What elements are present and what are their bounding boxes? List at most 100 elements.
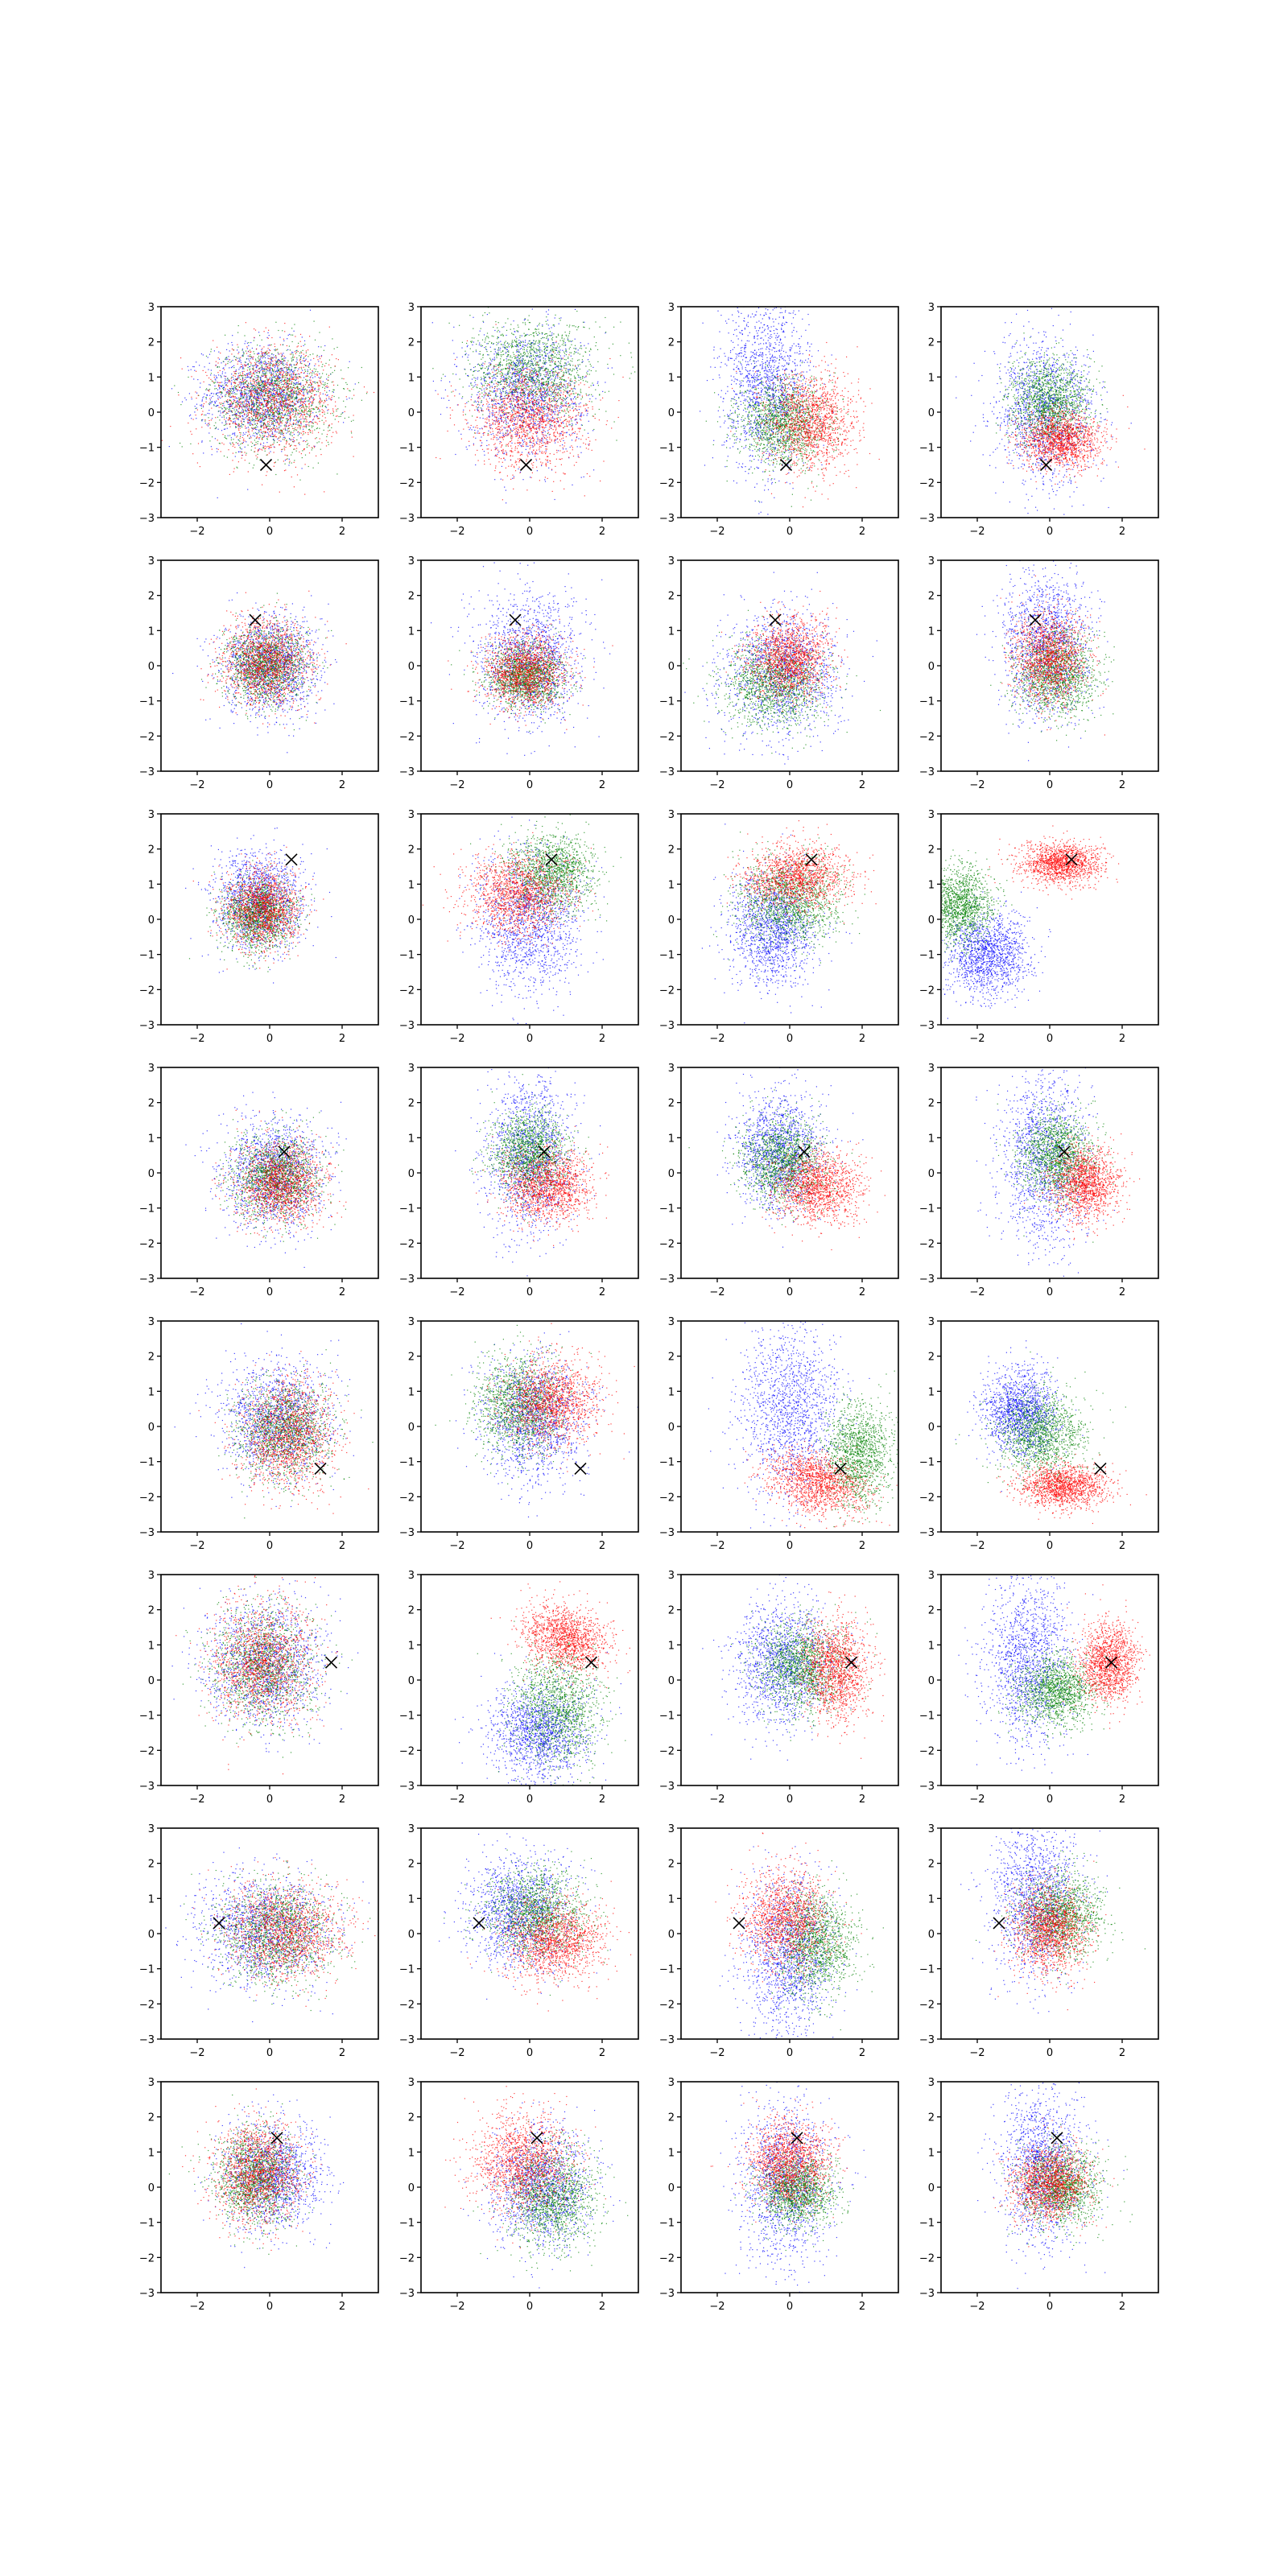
scatter-point-red [273,427,274,428]
scatter-point-blue [500,370,501,371]
scatter-point-red [288,399,289,400]
scatter-point-green [241,425,242,426]
scatter-point-red [313,358,314,359]
scatter-point-green [279,381,280,382]
scatter-point-red [251,401,252,402]
scatter-point-green [273,375,274,376]
scatter-point-red [309,406,310,407]
scatter-point-red [236,423,237,424]
x-tick-label: −2 [189,526,204,538]
scatter-point-red [231,396,232,397]
scatter-point-blue [210,403,211,404]
scatter-point-red [268,348,269,349]
scatter-point-blue [249,366,250,367]
scatter-point-green [319,388,320,389]
scatter-point-blue [575,389,576,390]
scatter-point-blue [290,420,291,421]
scatter-point-red [295,391,296,392]
scatter-point-green [271,403,272,404]
scatter-point-blue [209,395,210,396]
scatter-point-green [280,434,281,435]
scatter-point-red [297,363,298,364]
scatter-point-red [290,417,291,418]
scatter-point-red [329,327,330,328]
scatter-point-green [296,393,297,394]
scatter-point-blue [305,424,306,425]
scatter-point-blue [314,365,315,366]
scatter-point-red [304,372,305,373]
scatter-point-blue [271,377,272,378]
scatter-point-blue [545,402,546,403]
scatter-point-blue [275,402,276,403]
scatter-point-green [263,415,264,416]
scatter-point-green [319,428,320,429]
scatter-point-green [278,360,279,361]
scatter-point-red [304,364,305,365]
scatter-point-red [241,364,242,365]
scatter-point-red [242,372,243,373]
scatter-point-red [245,386,246,387]
scatter-point-red [249,410,250,411]
scatter-point-red [279,374,280,375]
x-tick-label: 2 [339,526,345,538]
scatter-point-red [270,392,271,393]
scatter-point-blue [227,389,228,390]
scatter-point-red [277,376,278,377]
scatter-point-green [240,373,241,374]
scatter-point-green [291,463,292,464]
scatter-point-green [291,360,292,361]
scatter-point-green [266,455,267,456]
scatter-point-blue [528,401,529,402]
scatter-point-red [269,388,270,389]
scatter-point-green [231,388,232,389]
scatter-point-green [248,342,249,343]
scatter-point-green [351,421,352,422]
scatter-point-blue [505,407,506,408]
scatter-point-blue [561,407,562,408]
scatter-point-red [264,352,265,353]
scatter-point-red [257,457,258,458]
scatter-point-red [343,378,344,379]
scatter-point-blue [248,345,249,346]
scatter-point-blue [466,402,467,403]
scatter-point-green [352,398,353,399]
scatter-point-green [260,367,261,368]
scatter-point-red [275,436,276,437]
scatter-point-red [218,385,219,386]
scatter-point-red [220,391,221,392]
scatter-point-red [268,368,269,369]
scatter-point-red [282,377,283,378]
scatter-point-green [259,335,260,336]
scatter-point-red [278,378,279,379]
scatter-point-red [263,413,264,414]
scatter-point-red [237,425,238,426]
scatter-point-red [291,406,292,407]
scatter-point-red [248,415,249,416]
scatter-point-red [244,380,245,381]
scatter-point-blue [479,343,480,344]
scatter-point-red [296,378,297,379]
scatter-point-red [247,374,248,375]
scatter-point-red [229,423,230,424]
scatter-point-green [295,384,296,385]
scatter-point-red [258,402,259,403]
scatter-point-blue [309,387,310,388]
scatter-point-red [285,455,286,456]
scatter-point-red [255,392,256,393]
scatter-point-blue [249,422,250,423]
scatter-point-red [253,367,254,368]
scatter-point-green [261,389,262,390]
scatter-point-red [310,413,311,414]
scatter-point-green [288,367,289,368]
scatter-point-blue [291,377,292,378]
scatter-point-blue [476,351,477,352]
scatter-point-red [320,399,321,400]
scatter-point-blue [276,369,277,370]
scatter-point-red [285,427,286,428]
scatter-point-red [281,368,282,369]
scatter-point-green [286,398,287,399]
scatter-point-blue [252,348,253,349]
scatter-point-blue [473,367,474,368]
scatter-point-green [279,412,280,413]
scatter-point-red [256,408,257,409]
